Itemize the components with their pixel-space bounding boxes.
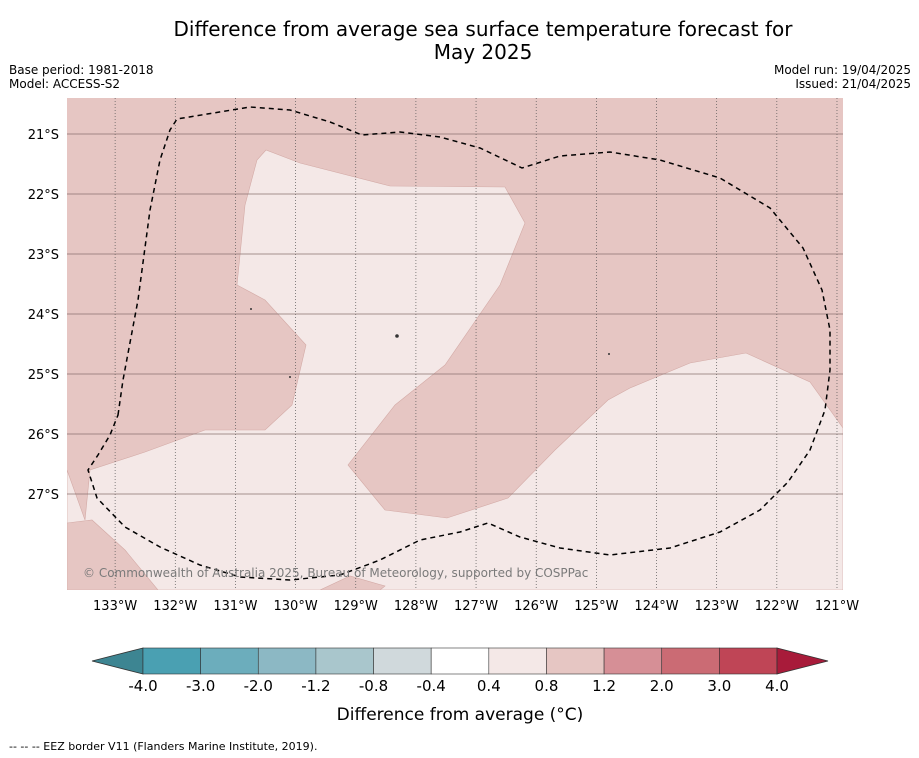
colorbar-segment (142, 647, 201, 675)
colorbar-segment (315, 647, 374, 675)
longitude-label: 121°W (815, 599, 859, 614)
longitude-label: 132°W (153, 599, 197, 614)
longitude-label: 131°W (213, 599, 257, 614)
colorbar-extend-low (91, 647, 144, 675)
colorbar-title: Difference from average (°C) (336, 705, 584, 725)
colorbar-segment (546, 647, 605, 675)
metadata-right: Model run: 19/04/2025 Issued: 21/04/2025 (774, 63, 911, 91)
colorbar-tick-label: -4.0 (128, 677, 158, 695)
colorbar-tick-label: 3.0 (707, 677, 732, 695)
latitude-label: 24°S (28, 308, 59, 323)
colorbar (91, 647, 829, 675)
longitude-label: 128°W (394, 599, 438, 614)
anomaly-region-0.4-0.8-south (67, 149, 843, 590)
colorbar-segment (373, 647, 432, 675)
map-title: Difference from average sea surface temp… (0, 18, 919, 64)
colorbar-segment (257, 647, 317, 675)
metadata-left: Base period: 1981-2018 Model: ACCESS-S2 (9, 63, 154, 91)
colorbar-extend-high (776, 647, 829, 675)
colorbar-tick-label: 1.2 (592, 677, 617, 695)
colorbar-tick-label: 2.0 (649, 677, 674, 695)
latitude-label: 25°S (28, 368, 59, 383)
colorbar-tick-label: -3.0 (185, 677, 216, 695)
longitude-label: 125°W (574, 599, 618, 614)
latitude-labels: 21°S 22°S 23°S 24°S 25°S 26°S 27°S (28, 128, 59, 503)
latitude-label: 26°S (28, 428, 59, 443)
longitude-label: 123°W (695, 599, 739, 614)
latitude-label: 22°S (28, 188, 59, 203)
model-run: Model run: 19/04/2025 (773, 63, 911, 77)
map-plot-area: © Commonwealth of Australia 2025, Bureau… (67, 98, 843, 590)
colorbar-segment (603, 647, 663, 675)
grid-lines (67, 98, 843, 590)
longitude-label: 127°W (454, 599, 498, 614)
island-marker (608, 353, 610, 355)
island-marker (395, 334, 399, 338)
colorbar-tick-label: 4.0 (765, 677, 789, 695)
colorbar-segment (200, 647, 259, 675)
island-marker (289, 376, 291, 378)
latitude-label: 23°S (28, 248, 59, 263)
eez-footnote: -- -- -- EEZ border V11 (Flanders Marine… (9, 740, 318, 753)
anomaly-region-0.8-1.2-southwest (67, 519, 159, 590)
eez-border (87, 106, 831, 581)
longitude-label: 122°W (755, 599, 799, 614)
title-line-2: May 2025 (433, 40, 533, 64)
colorbar-tick-label: 0.4 (476, 677, 501, 695)
model-name: Model: ACCESS-S2 (9, 77, 121, 91)
colorbar-tick-label: -1.2 (301, 677, 331, 695)
longitude-label: 126°W (514, 599, 558, 614)
issued-date: Issued: 21/04/2025 (795, 77, 911, 91)
title-line-1: Difference from average sea surface temp… (173, 17, 793, 41)
island-marker (250, 308, 252, 310)
latitude-label: 21°S (28, 128, 59, 143)
colorbar-segment (719, 647, 778, 675)
latitude-label: 27°S (28, 488, 59, 503)
anomaly-region-0.8-1.2-south-coast (319, 575, 386, 590)
colorbar-tick-label: 0.8 (534, 677, 559, 695)
copyright-notice: © Commonwealth of Australia 2025, Bureau… (83, 566, 588, 580)
longitude-label: 130°W (274, 599, 318, 614)
longitude-label: 124°W (634, 599, 678, 614)
longitude-labels: 133°W 132°W 131°W 130°W 129°W 128°W 127°W 126°W… (93, 599, 859, 614)
longitude-label: 133°W (93, 599, 137, 614)
colorbar-segment (430, 647, 490, 675)
longitude-label: 129°W (334, 599, 378, 614)
colorbar-tick-label: -2.0 (243, 677, 273, 695)
colorbar-tick-label: -0.4 (416, 677, 446, 695)
colorbar-segment (661, 647, 720, 675)
base-period: Base period: 1981-2018 (9, 63, 154, 77)
colorbar-segment (488, 647, 547, 675)
colorbar-tick-label: -0.8 (358, 677, 389, 695)
